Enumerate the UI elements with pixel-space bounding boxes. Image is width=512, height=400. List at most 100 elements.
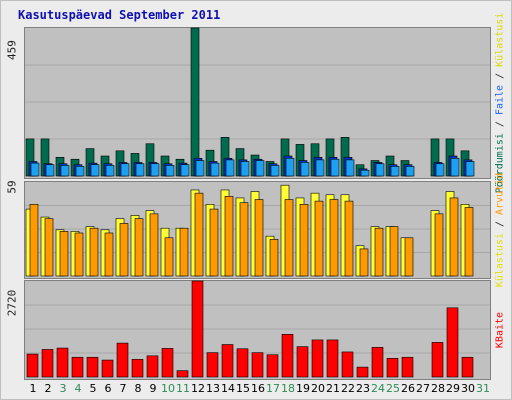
bar-visits-small [330,158,340,177]
bar-visits-small [210,162,220,177]
bar-visits-small [30,162,40,177]
bar-hosts [434,213,444,277]
bar-kbytes [296,346,309,378]
bar-kbytes [56,347,69,378]
bar-hosts [89,227,99,277]
bar-hits [190,27,200,177]
bar-kbytes [86,356,99,378]
day-label: 4 [75,382,82,395]
bar-hosts [239,202,249,277]
bar-kbytes [251,352,264,378]
day-label: 2 [45,382,52,395]
day-label: 24 [371,382,385,395]
bar-hosts [464,207,474,277]
bar-visits-small [465,161,475,177]
day-label: 13 [206,382,220,395]
bar-hosts [359,248,369,277]
bar-kbytes [386,357,399,378]
day-label: 17 [266,382,280,395]
day-label: 22 [341,382,355,395]
day-label: 23 [356,382,370,395]
bar-kbytes [26,353,39,378]
day-label: 7 [120,382,127,395]
day-label: 5 [90,382,97,395]
day-label: 31 [476,382,490,395]
bar-visits-small [60,165,70,177]
bar-hosts [254,199,264,277]
day-label: 20 [311,382,325,395]
bar-visits-small [180,164,190,177]
chart-title: Kasutuspäevad September 2011 [18,8,221,22]
bar-kbytes [191,280,204,378]
bar-hosts [449,197,459,277]
day-label: 18 [281,382,295,395]
bar-hosts [74,232,84,277]
bar-visits-small [195,160,205,177]
bar-kbytes [266,354,279,378]
day-label: 26 [401,382,415,395]
bar-kbytes [101,359,114,378]
bar-visits-small [240,161,250,177]
bar-hosts [164,237,174,277]
bar-kbytes [116,342,129,378]
bar-visits-small [390,166,400,177]
bar-kbytes [431,342,444,378]
day-label: 27 [416,382,430,395]
bar-kbytes [41,349,54,378]
bar-visits-small [90,164,100,177]
bar-hosts [104,232,114,277]
day-label: 6 [105,382,112,395]
day-label: 8 [135,382,142,395]
bar-hosts [209,208,219,277]
bar-hosts [344,200,354,277]
bar-hosts [329,199,339,277]
bar-visits-small [255,160,265,177]
day-label: 15 [236,382,250,395]
bar-visits-small [345,159,355,177]
day-label: 25 [386,382,400,395]
day-label: 16 [251,382,265,395]
bar-kbytes [446,307,459,378]
bar-hosts [224,196,234,277]
bar-visits-small [360,169,370,177]
bar-hosts [134,218,144,277]
bar-kbytes [401,356,414,378]
bar-kbytes [281,333,294,378]
bar-visits-small [45,164,55,177]
bar-visits-small [300,162,310,177]
panel-hits [24,27,491,179]
bar-hosts [29,204,39,277]
bar-kbytes [236,348,249,378]
bar-visits-small [75,166,85,177]
bar-visits-small [450,157,460,177]
bar-kbytes [341,351,354,378]
bar-hosts [389,226,399,277]
bar-kbytes [146,355,159,378]
day-label: 9 [150,382,157,395]
bar-hosts [179,227,189,277]
bar-hosts [194,192,204,277]
day-label: 3 [60,382,67,395]
bar-hosts [284,199,294,277]
day-label: 30 [461,382,475,395]
bar-visits-small [135,163,145,177]
bar-kbytes [131,359,144,378]
bar-kbytes [356,366,369,378]
bar-hosts [374,227,384,277]
day-label: 29 [446,382,460,395]
bar-hosts [149,213,159,277]
bar-hosts [119,223,129,277]
bar-hosts [404,237,414,277]
day-label: 1 [30,382,37,395]
bar-hosts [59,231,69,277]
bar-visits-small [270,165,280,177]
bar-visits-small [105,165,115,177]
bar-hosts [299,204,309,277]
bar-visits-small [120,163,130,177]
bar-hosts [269,239,279,277]
bar-visits-small [150,163,160,177]
bar-kbytes [206,352,219,378]
bar-visits-small [315,159,325,177]
bar-visits-small [435,163,445,177]
